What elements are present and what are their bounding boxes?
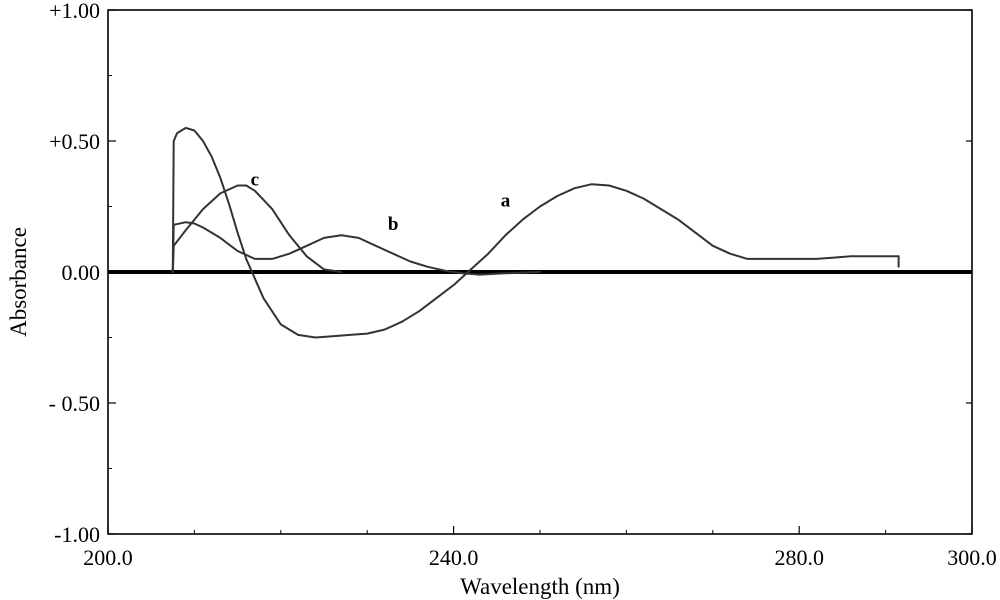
y-tick-label: 0.00	[62, 260, 101, 285]
y-tick-label: +1.00	[49, 0, 100, 23]
y-axis-title: Absorbance	[6, 227, 31, 337]
series-line-b	[171, 221, 541, 276]
y-tick-label: - 0.50	[49, 391, 100, 416]
series-label-a: a	[501, 191, 511, 212]
series-labels-layer: a b c	[251, 170, 511, 236]
x-tick-label: 240.0	[429, 545, 479, 570]
series-label-c: c	[251, 170, 259, 191]
series-label-b: b	[388, 214, 399, 235]
x-tick-label: 280.0	[774, 545, 824, 570]
series-layer	[171, 126, 900, 339]
y-tick-label: +0.50	[49, 129, 100, 154]
ticks-layer: 200.0 240.0 280.0 300.0 +1.00 +0.50 0.00 - 0.50…	[49, 0, 997, 570]
series-line-a	[171, 126, 900, 339]
x-tick-label: 200.0	[83, 545, 133, 570]
x-axis-title: Wavelength (nm)	[460, 574, 620, 599]
series-line-c	[171, 184, 343, 273]
y-tick-label: -1.00	[54, 522, 100, 547]
x-tick-label: 300.0	[947, 545, 997, 570]
